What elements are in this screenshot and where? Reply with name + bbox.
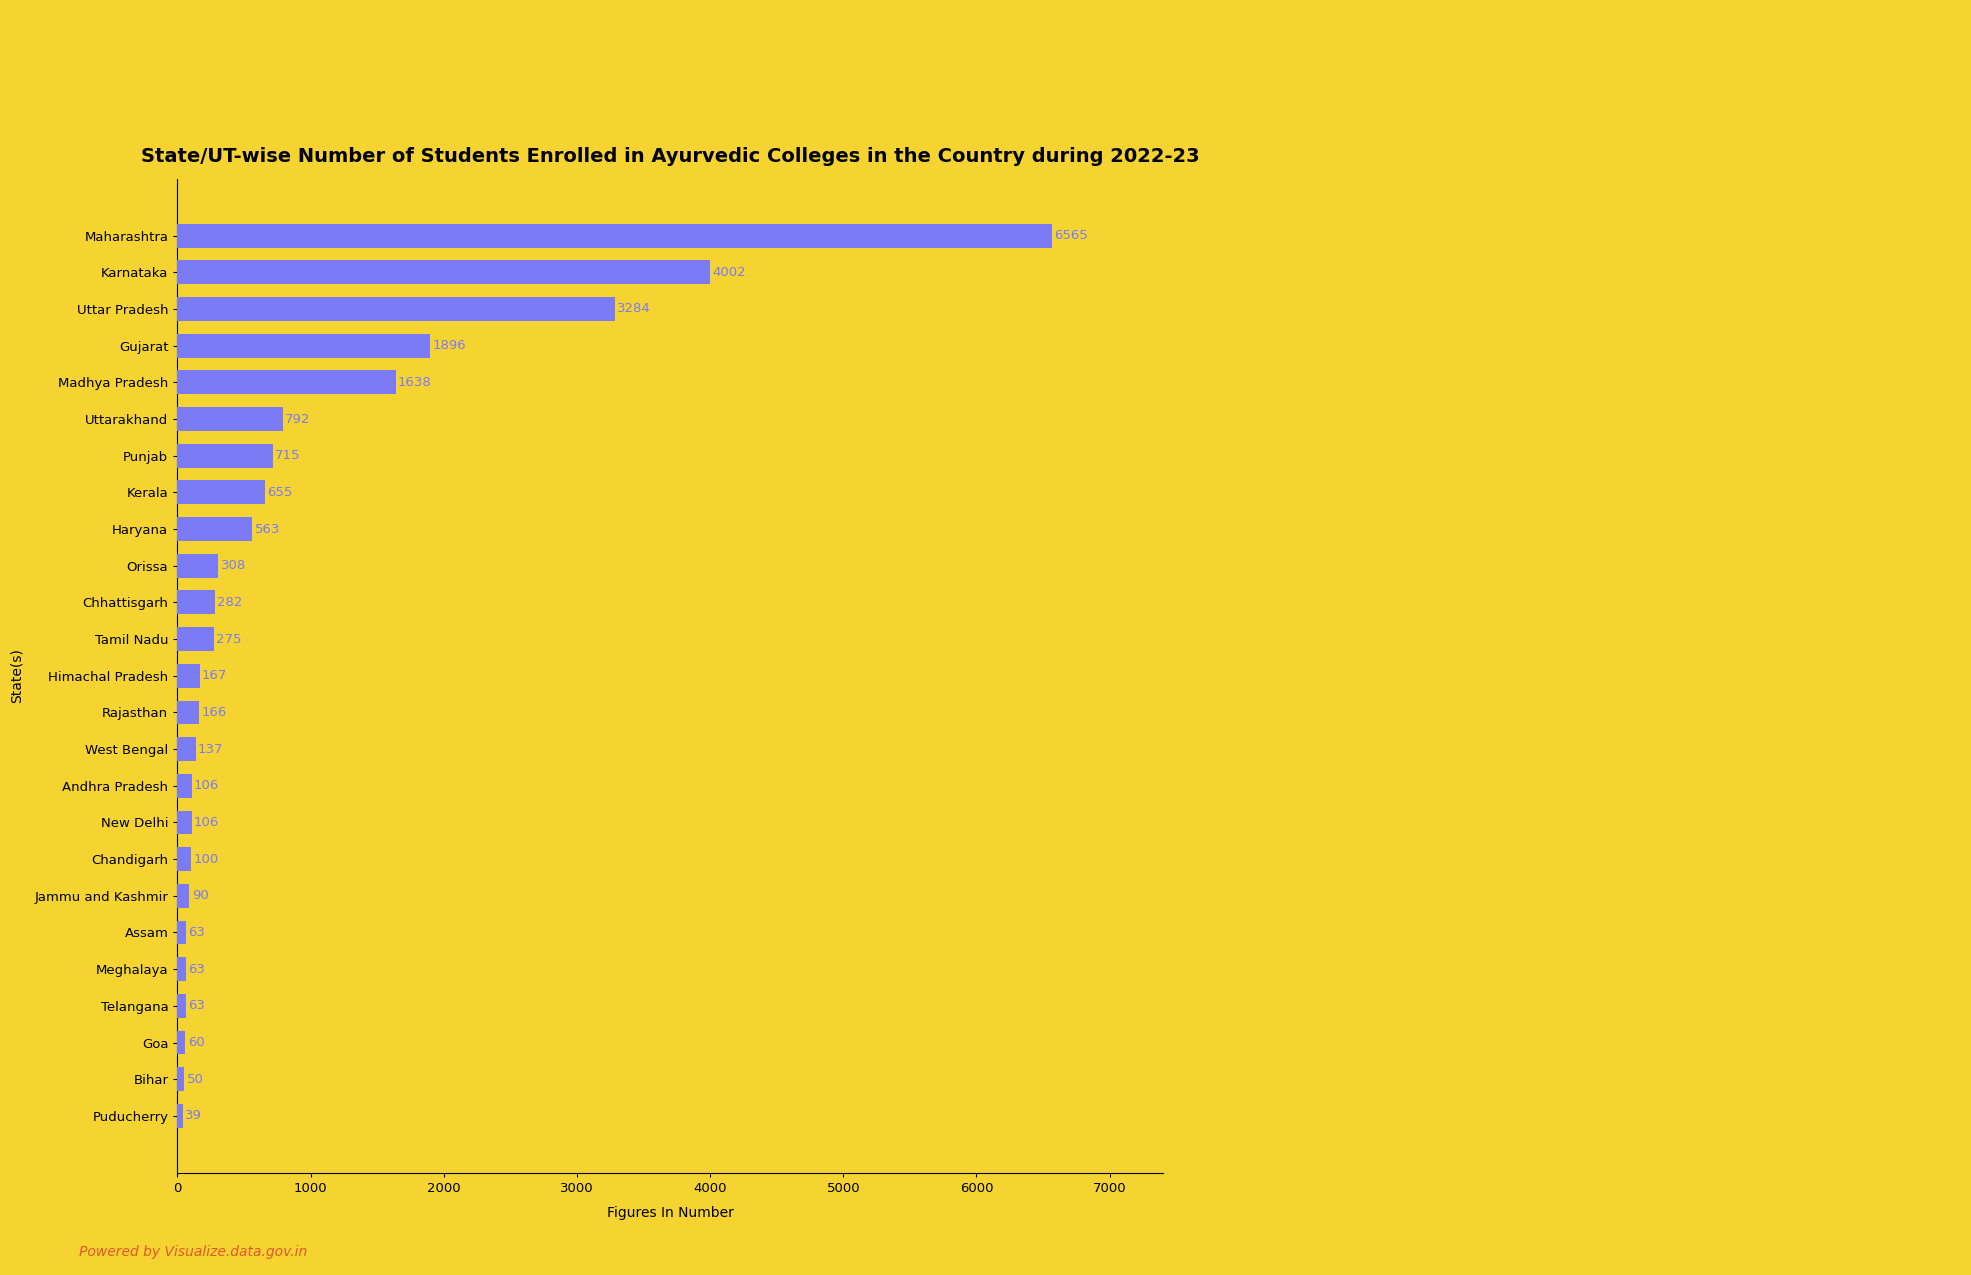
Bar bbox=[177, 297, 615, 321]
Text: 90: 90 bbox=[191, 890, 209, 903]
Bar bbox=[177, 1030, 185, 1054]
Bar bbox=[177, 590, 215, 615]
Text: 50: 50 bbox=[187, 1072, 203, 1086]
Bar bbox=[177, 223, 1053, 247]
Text: 63: 63 bbox=[187, 963, 205, 975]
Bar bbox=[177, 407, 284, 431]
Text: 6565: 6565 bbox=[1054, 230, 1088, 242]
Legend: Number of Students Enrolled: Number of Students Enrolled bbox=[548, 1270, 792, 1275]
Bar bbox=[177, 444, 272, 468]
Text: 4002: 4002 bbox=[714, 265, 747, 279]
Bar bbox=[177, 334, 430, 357]
Text: 3284: 3284 bbox=[617, 302, 650, 315]
Text: 106: 106 bbox=[193, 816, 219, 829]
Text: 167: 167 bbox=[201, 669, 227, 682]
Text: 63: 63 bbox=[187, 1000, 205, 1012]
Text: 137: 137 bbox=[197, 742, 223, 756]
Bar bbox=[177, 774, 191, 798]
Text: 39: 39 bbox=[185, 1109, 201, 1122]
Bar bbox=[177, 481, 264, 505]
Text: 792: 792 bbox=[286, 413, 311, 426]
Text: 275: 275 bbox=[217, 632, 242, 645]
Bar bbox=[177, 1104, 183, 1128]
Bar bbox=[177, 958, 185, 980]
Text: 655: 655 bbox=[266, 486, 292, 499]
Text: 308: 308 bbox=[221, 560, 246, 572]
Bar bbox=[177, 627, 215, 652]
Text: 100: 100 bbox=[193, 853, 219, 866]
Text: 106: 106 bbox=[193, 779, 219, 792]
Text: 1896: 1896 bbox=[432, 339, 465, 352]
Bar bbox=[177, 737, 195, 761]
Text: 166: 166 bbox=[201, 706, 227, 719]
Bar bbox=[177, 811, 191, 834]
Text: 1638: 1638 bbox=[398, 376, 432, 389]
Text: Powered by Visualize.data.gov.in: Powered by Visualize.data.gov.in bbox=[79, 1244, 307, 1258]
Text: 60: 60 bbox=[187, 1037, 205, 1049]
Bar bbox=[177, 921, 185, 945]
Bar bbox=[177, 553, 219, 578]
Text: 282: 282 bbox=[217, 595, 242, 609]
Bar bbox=[177, 371, 396, 394]
Text: 63: 63 bbox=[187, 926, 205, 938]
Text: 715: 715 bbox=[276, 449, 300, 462]
Title: State/UT-wise Number of Students Enrolled in Ayurvedic Colleges in the Country d: State/UT-wise Number of Students Enrolle… bbox=[140, 147, 1200, 166]
Bar bbox=[177, 700, 199, 724]
X-axis label: Figures In Number: Figures In Number bbox=[607, 1206, 733, 1220]
Bar bbox=[177, 518, 252, 541]
Text: 563: 563 bbox=[254, 523, 280, 536]
Bar bbox=[177, 884, 189, 908]
Bar bbox=[177, 994, 185, 1017]
Bar bbox=[177, 260, 710, 284]
Bar bbox=[177, 664, 199, 687]
Bar bbox=[177, 847, 191, 871]
Bar bbox=[177, 1067, 183, 1091]
Y-axis label: State(s): State(s) bbox=[10, 648, 24, 704]
